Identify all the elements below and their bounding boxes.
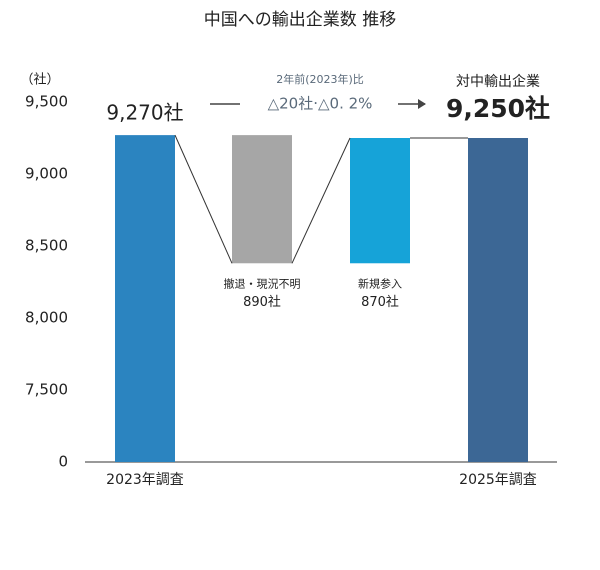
- x-tick-label: 2023年調査: [106, 472, 184, 488]
- connector: [174, 134, 233, 264]
- bar: [468, 138, 528, 462]
- y-unit-label: （社）: [20, 72, 59, 88]
- annotation: △20社·△0. 2%: [268, 95, 373, 113]
- y-tick-label: 9,500: [25, 93, 68, 111]
- value-label: 9,270社: [106, 101, 183, 125]
- y-tick-label: 8,500: [25, 237, 68, 255]
- x-tick-label: 2025年調査: [459, 472, 537, 488]
- connector: [291, 137, 351, 264]
- category-label: 撤退・現況不明: [224, 276, 301, 290]
- y-tick-label: 0: [58, 453, 68, 471]
- y-tick-label: 8,000: [25, 309, 68, 327]
- arrow-head: [418, 99, 426, 109]
- category-label: 新規参入: [358, 276, 402, 290]
- annotation: 2年前(2023年)比: [276, 72, 364, 86]
- value-label: 870社: [361, 294, 399, 310]
- y-tick-label: 7,500: [25, 381, 68, 399]
- bar: [350, 138, 410, 264]
- bar: [115, 135, 175, 462]
- value-label: 890社: [243, 294, 281, 310]
- value-label: 9,250社: [446, 94, 550, 123]
- annotation: 対中輸出企業: [456, 73, 540, 90]
- chart-title: 中国への輸出企業数 推移: [204, 10, 396, 30]
- bar: [232, 135, 292, 264]
- y-tick-label: 9,000: [25, 165, 68, 183]
